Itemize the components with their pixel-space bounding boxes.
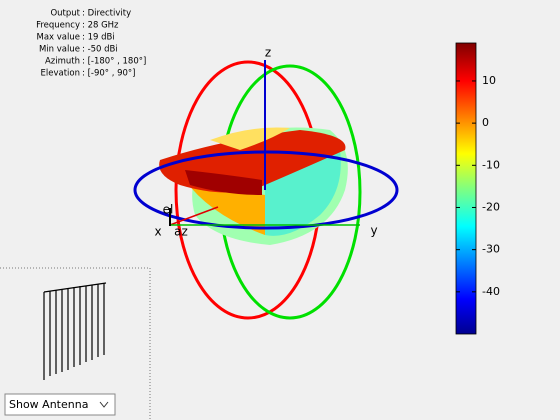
dropdown[interactable]: Show Antenna [4, 393, 116, 416]
colorbar-tick-label: 0 [482, 116, 489, 129]
pattern-lobe [185, 170, 262, 195]
x-axis [169, 206, 219, 226]
dropdown-arrow[interactable] [99, 401, 109, 408]
info-value: : Directivity [82, 9, 131, 19]
dropdown-value[interactable]: Show Antenna [9, 398, 88, 411]
pattern-lobe [210, 127, 290, 150]
antenna-panel [0, 267, 151, 420]
info-value: : 28 GHz [82, 21, 119, 31]
info-value: : [-180° , 180°] [82, 57, 146, 67]
x-label: x [154, 225, 161, 239]
pattern-3d: z x y az el [133, 46, 399, 320]
el-label: el [163, 203, 174, 217]
info-value: : [-90° , 90°] [82, 69, 136, 79]
dropdown-box[interactable] [4, 393, 116, 416]
panel-border [0, 267, 151, 420]
info-label: Output [50, 9, 80, 19]
info-label: Elevation [41, 69, 80, 79]
info-value: : 19 dBi [82, 33, 115, 43]
colorbar-ticks: 10 0 -10 -20 -30 -40 [456, 74, 500, 298]
colorbar-tick-label: 10 [482, 74, 496, 87]
colorbar-tick-label: -20 [482, 200, 500, 213]
az-label: az [174, 225, 188, 239]
info-value: : -50 dBi [82, 45, 118, 55]
info-label: Max value [37, 33, 81, 43]
antenna-icon [43, 282, 107, 380]
info-label: Min value [39, 45, 80, 55]
z-label: z [265, 46, 271, 60]
colorbar-tick-label: -30 [482, 243, 500, 256]
y-label: y [370, 224, 377, 238]
colorbar [455, 42, 477, 335]
info-label: Frequency [36, 21, 80, 31]
colorbar-tick-label: -10 [482, 158, 500, 171]
colorbar-tick-label: -40 [482, 285, 500, 298]
info-label: Azimuth [45, 57, 80, 67]
